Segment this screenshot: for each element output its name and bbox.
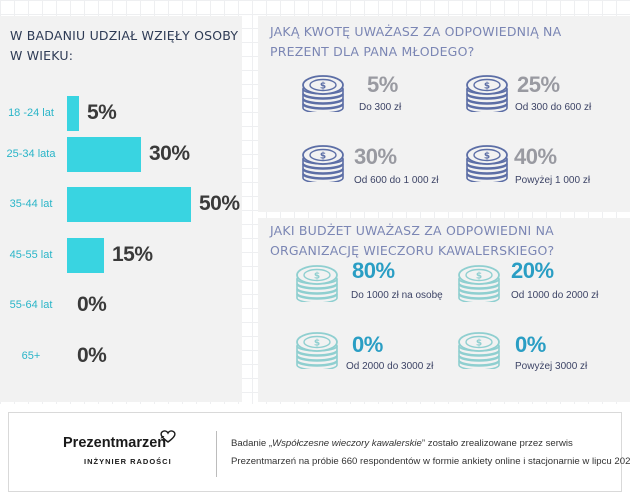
gift-panel: JAKĄ KWOTĘ UWAŻASZ ZA ODPOWIEDNIĄ NA PRE… [258,16,630,212]
gift-option-label: Od 600 do 1 000 zł [354,175,439,186]
svg-text:$: $ [476,272,482,282]
coin-stack-icon: $ [302,145,344,182]
age-value-label: 0% [77,344,107,367]
gift-question-title: JAKĄ KWOTĘ UWAŻASZ ZA ODPOWIEDNIĄ NA PRE… [270,24,562,59]
budget-option-percent: 0% [515,332,546,357]
footer-line-2: Prezentmarzeń na próbie 660 respondentów… [231,456,630,467]
svg-text:$: $ [484,82,490,92]
gift-option-percent: 5% [367,72,398,97]
logo-heart-icon [160,430,176,443]
age-category-label: 25-34 lata [6,148,56,160]
age-bar [67,137,141,172]
logo-tagline: INŻYNIER RADOŚCI [84,457,172,466]
budget-option-label: Od 2000 do 3000 zł [346,361,434,372]
coin-stack-icon: $ [458,265,500,302]
budget-option-label: Od 1000 do 2000 zł [511,290,599,301]
age-value-label: 5% [87,101,117,124]
age-bar [67,238,104,273]
age-value-label: 50% [199,192,240,215]
coin-stack-icon: $ [296,332,338,369]
svg-text:$: $ [314,339,320,349]
footer-line-1-pre: Badanie „ [231,438,273,449]
gift-option-percent: 25% [517,72,560,97]
coin-stack-icon: $ [466,145,508,182]
footer-divider [216,431,217,477]
gift-option-label: Powyżej 1 000 zł [515,175,591,186]
age-category-label: 45-55 lat [9,249,53,261]
budget-question-title: JAKI BUDŻET UWAŻASZ ZA ODPOWIEDNI NA ORG… [270,223,555,258]
coin-stack-icon: $ [296,265,338,302]
budget-panel: JAKI BUDŻET UWAŻASZ ZA ODPOWIEDNI NA ORG… [258,218,630,402]
age-category-label: 18 -24 lat [8,107,54,119]
budget-option-label: Do 1000 zł na osobę [351,290,443,301]
gift-option-label: Do 300 zł [359,102,402,113]
footer-survey-name: Współczesne wieczory kawalerskie [272,438,422,449]
svg-text:$: $ [314,272,320,282]
svg-text:$: $ [476,339,482,349]
coin-stack-icon: $ [458,332,500,369]
age-value-label: 30% [149,142,190,165]
age-bar [67,96,79,131]
gift-option-percent: 40% [514,144,557,169]
age-panel: W BADANIU UDZIAŁ WZIĘŁY OSOBY W WIEKU: 1… [0,16,242,402]
svg-text:$: $ [320,82,326,92]
footer: Prezentmarzeń INŻYNIER RADOŚCI Badanie „… [0,404,630,500]
age-bar [67,187,191,222]
budget-option-percent: 0% [352,332,383,357]
footer-line-1: Badanie „Współczesne wieczory kawalerski… [231,438,573,449]
svg-text:$: $ [320,152,326,162]
footer-box: Prezentmarzeń INŻYNIER RADOŚCI Badanie „… [8,412,630,492]
budget-option-percent: 20% [511,258,554,283]
logo-name: Prezentmarzeń [63,435,167,451]
age-chart-title: W BADANIU UDZIAŁ WZIĘŁY OSOBY W WIEKU: [10,28,239,63]
budget-option-label: Powyżej 3000 zł [515,361,588,372]
gift-option-percent: 30% [354,144,397,169]
age-category-label: 55-64 lat [9,299,53,311]
svg-text:$: $ [484,152,490,162]
budget-option-percent: 80% [352,258,395,283]
gift-option-label: Od 300 do 600 zł [515,102,592,113]
footer-line-1-post: ” zostało zrealizowane przez serwis [421,438,573,449]
age-category-label: 65+ [21,350,41,362]
age-value-label: 15% [112,243,153,266]
coin-stack-icon: $ [466,75,508,112]
age-category-label: 35-44 lat [9,198,53,210]
coin-stack-icon: $ [302,75,344,112]
age-value-label: 0% [77,293,107,316]
